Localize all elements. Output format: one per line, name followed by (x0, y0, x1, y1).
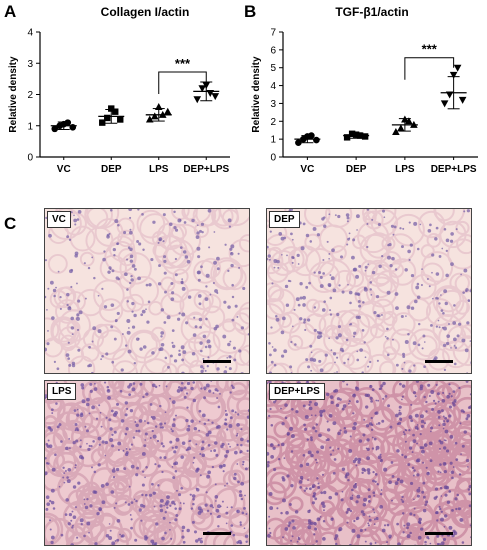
micrograph-vc: VC (44, 208, 250, 374)
data-point (211, 93, 220, 101)
tissue-texture (45, 209, 249, 373)
data-point (361, 133, 369, 140)
panel-b-letter: B (244, 2, 257, 21)
data-point (453, 64, 462, 72)
data-point (348, 130, 356, 137)
micrograph-lps: LPS (44, 380, 250, 546)
y-tick-label: 3 (270, 99, 276, 110)
data-point (145, 115, 154, 123)
data-point (69, 124, 77, 131)
charts-svg: Collagen I/actin 0 1 2 3 4 Relative density VC D… (8, 5, 478, 175)
x-tick-label: DEP (346, 164, 367, 175)
y-tick-label: 1 (27, 121, 33, 132)
data-point (397, 124, 405, 132)
data-point (163, 107, 172, 115)
data-point (405, 117, 413, 125)
y-tick-label: 0 (270, 153, 276, 164)
y-axis-label: Relative density (8, 56, 19, 133)
data-point (440, 100, 449, 108)
y-axis-label: Relative density (251, 56, 262, 133)
x-tick-label: LPS (149, 164, 169, 175)
scale-bar (203, 532, 231, 535)
data-point (51, 125, 59, 133)
x-tick-label: VC (300, 164, 314, 175)
data-point (449, 71, 458, 79)
x-tick-label: DEP+LPS (183, 164, 229, 175)
micrograph-label: VC (47, 211, 71, 228)
x-tick-label: LPS (395, 164, 415, 175)
micrograph-label: DEP (269, 211, 300, 228)
significance-bracket (158, 71, 207, 94)
y-tick-label: 6 (270, 45, 276, 56)
micrograph-dep-lps: DEP+LPS (266, 380, 472, 546)
y-tick-label: 1 (270, 135, 276, 146)
data-point (193, 96, 202, 104)
chart-title: Collagen I/actin (101, 5, 190, 19)
y-tick-label: 5 (270, 63, 276, 74)
y-tick-label: 7 (270, 28, 276, 39)
data-point (343, 134, 351, 141)
data-point (295, 139, 302, 147)
data-point (108, 105, 115, 112)
panel-a-letter: A (4, 2, 17, 21)
y-tick-label: 3 (27, 59, 33, 70)
data-point (313, 136, 320, 144)
data-point (64, 119, 72, 126)
significance-label: *** (422, 42, 438, 57)
micrograph-label: LPS (47, 383, 77, 400)
data-point (117, 116, 124, 123)
scale-bar (425, 360, 453, 363)
scale-bar (425, 532, 453, 535)
chart-title: TGF-β1/actin (335, 5, 408, 19)
x-tick-label: DEP+LPS (431, 164, 477, 175)
data-point (150, 112, 159, 120)
data-point (198, 85, 207, 93)
data-point (458, 96, 467, 104)
data-point (392, 128, 400, 135)
y-tick-label: 0 (27, 153, 33, 164)
tissue-texture (267, 381, 471, 545)
panel-c-letter: C (4, 214, 17, 233)
tissue-texture (267, 209, 471, 373)
data-point (99, 119, 106, 126)
significance-bracket (404, 57, 455, 80)
significance-label: *** (175, 56, 191, 71)
micrograph-dep: DEP (266, 208, 472, 374)
y-tick-label: 2 (27, 90, 33, 101)
scale-bar (203, 360, 231, 363)
data-point (112, 108, 119, 115)
x-tick-label: VC (57, 164, 71, 175)
micrograph-label: DEP+LPS (269, 383, 325, 400)
y-tick-label: 4 (270, 81, 276, 92)
tissue-texture (45, 381, 249, 545)
data-point (104, 114, 111, 122)
y-tick-label: 4 (27, 28, 33, 39)
x-tick-label: DEP (101, 164, 122, 175)
y-tick-label: 2 (270, 117, 276, 128)
